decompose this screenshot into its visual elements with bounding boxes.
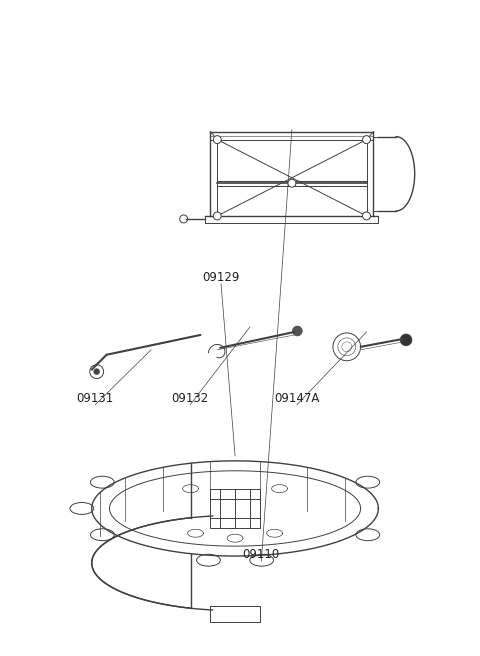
Bar <box>210 489 260 528</box>
Text: 09110: 09110 <box>243 548 280 561</box>
Circle shape <box>213 212 221 220</box>
Text: 09147A: 09147A <box>274 392 320 405</box>
Circle shape <box>362 136 371 144</box>
Circle shape <box>180 215 188 223</box>
Circle shape <box>213 136 221 144</box>
Circle shape <box>90 365 104 379</box>
Circle shape <box>400 334 412 346</box>
Circle shape <box>288 179 296 187</box>
Text: 09132: 09132 <box>171 392 209 405</box>
Circle shape <box>94 369 100 375</box>
Text: 09129: 09129 <box>203 271 240 284</box>
Circle shape <box>362 212 371 220</box>
Text: 09131: 09131 <box>77 392 114 405</box>
Circle shape <box>292 326 302 336</box>
